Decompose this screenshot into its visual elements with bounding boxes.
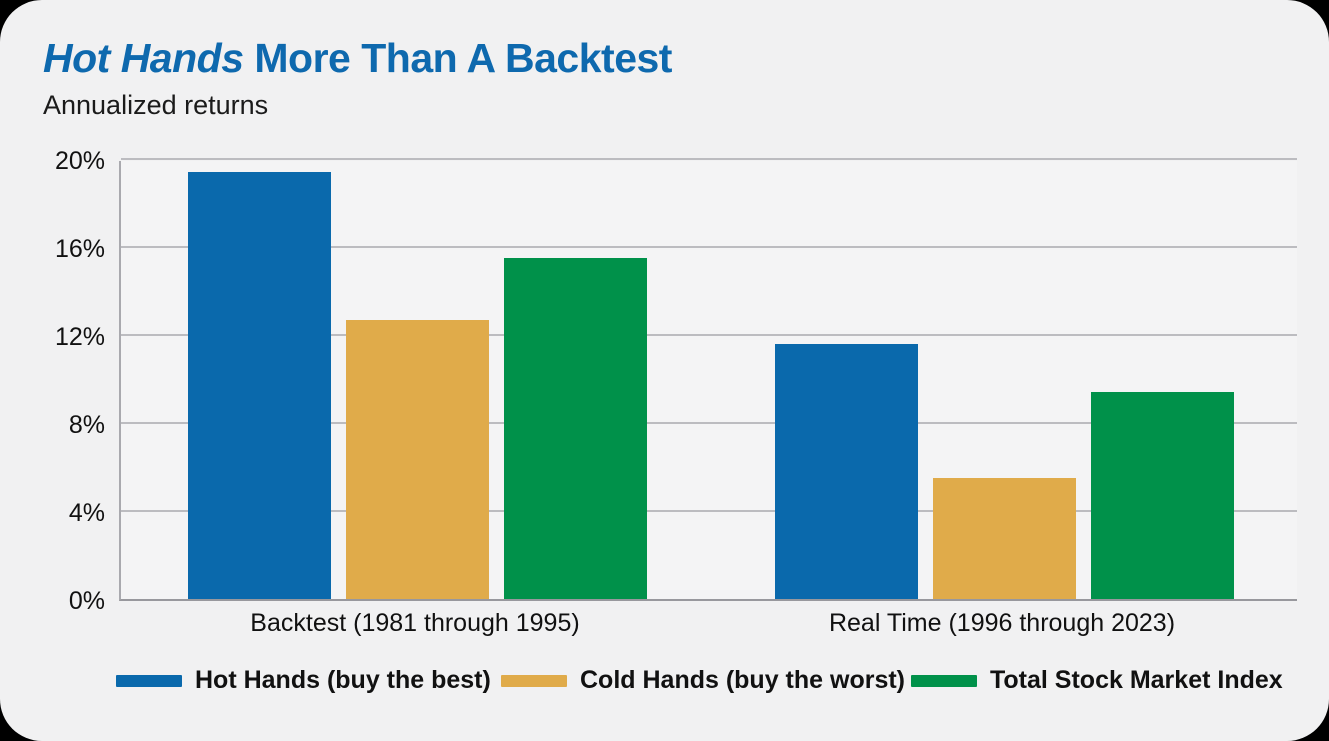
legend-label-cold-hands: Cold Hands (buy the worst) bbox=[580, 666, 905, 694]
y-tick-label-8: 8% bbox=[68, 411, 105, 439]
gridline-12 bbox=[121, 334, 1297, 336]
legend-swatch-hot-hands bbox=[116, 674, 182, 687]
legend-label-total-stock-market: Total Stock Market Index bbox=[990, 666, 1283, 694]
bar-total-stock-market-index-real-time-1996-through-2023 bbox=[1090, 392, 1234, 599]
gridline-4 bbox=[121, 510, 1297, 512]
gridline-16 bbox=[121, 246, 1297, 248]
bar-cold-hands-buy-the-worst-real-time-1996-through-2023 bbox=[932, 478, 1076, 599]
legend-label-hot-hands: Hot Hands (buy the best) bbox=[195, 666, 491, 694]
gridline-20 bbox=[121, 158, 1297, 160]
x-axis-label-real-time: Real Time (1996 through 2023) bbox=[828, 609, 1176, 637]
gridline-8 bbox=[121, 422, 1297, 424]
legend-item-total-stock-market: Total Stock Market Index bbox=[911, 666, 1283, 695]
y-tick-label-20: 20% bbox=[54, 147, 105, 175]
y-tick-label-16: 16% bbox=[54, 235, 105, 263]
plot-area bbox=[119, 158, 1297, 601]
bar-total-stock-market-index-backtest-1981-through-1995 bbox=[503, 258, 647, 599]
y-tick-label-0: 0% bbox=[68, 587, 105, 615]
title-regular-segment: More Than A Backtest bbox=[243, 35, 672, 81]
chart-subtitle: Annualized returns bbox=[43, 90, 269, 121]
bar-hot-hands-buy-the-best-backtest-1981-through-1995 bbox=[187, 172, 331, 599]
x-axis-label-backtest: Backtest (1981 through 1995) bbox=[250, 609, 580, 637]
legend-swatch-cold-hands bbox=[501, 674, 567, 687]
legend-item-hot-hands: Hot Hands (buy the best) bbox=[116, 666, 491, 695]
y-tick-label-12: 12% bbox=[54, 323, 105, 351]
legend-swatch-total-stock-market bbox=[911, 674, 977, 687]
bar-cold-hands-buy-the-worst-backtest-1981-through-1995 bbox=[345, 319, 489, 599]
title-italic-segment: Hot Hands bbox=[43, 35, 244, 81]
chart-header: Hot Hands More Than A Backtest Annualize… bbox=[43, 35, 672, 121]
bar-hot-hands-buy-the-best-real-time-1996-through-2023 bbox=[774, 343, 918, 599]
legend-item-cold-hands: Cold Hands (buy the worst) bbox=[501, 666, 905, 695]
page-title: Hot Hands More Than A Backtest bbox=[43, 35, 672, 81]
y-tick-label-4: 4% bbox=[68, 499, 105, 527]
